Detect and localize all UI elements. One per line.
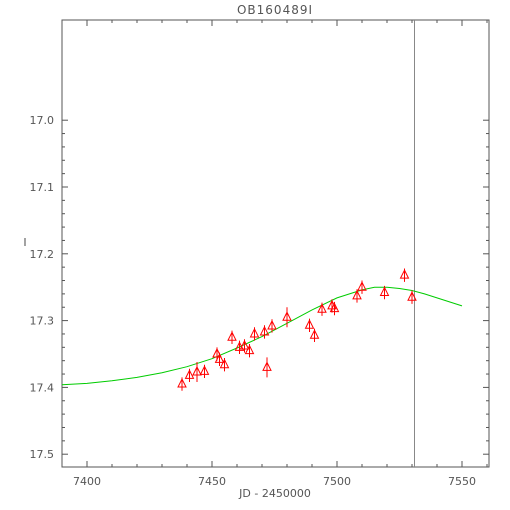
y-tick-label: 17.4 xyxy=(30,381,55,394)
y-tick-label: 17.2 xyxy=(30,248,55,261)
point-marker xyxy=(227,331,237,341)
point-marker xyxy=(357,281,367,291)
y-tick-label: 17.3 xyxy=(30,315,55,328)
data-point xyxy=(214,352,225,367)
y-axis-label: I xyxy=(23,236,26,249)
point-marker xyxy=(262,361,272,371)
data-point xyxy=(329,301,340,316)
x-tick-label: 7450 xyxy=(198,475,226,488)
point-marker xyxy=(199,365,210,375)
point-marker xyxy=(282,311,292,321)
data-point xyxy=(357,280,367,294)
data-point xyxy=(282,307,292,328)
data-point xyxy=(379,285,390,300)
point-marker xyxy=(192,365,202,376)
x-tick-label: 7500 xyxy=(323,475,351,488)
data-point xyxy=(227,330,237,344)
x-axis-ticks: 7400 7450 7500 7550 xyxy=(73,20,488,488)
chart-title: OB160489I xyxy=(237,3,313,17)
data-point xyxy=(199,364,210,379)
data-point xyxy=(192,362,202,383)
y-tick-label: 17.0 xyxy=(30,114,55,127)
point-marker xyxy=(259,325,270,336)
y-tick-label: 17.5 xyxy=(30,448,55,461)
data-point xyxy=(317,302,327,316)
data-point xyxy=(249,327,260,341)
y-tick-label: 17.1 xyxy=(30,181,55,194)
point-marker xyxy=(184,369,195,379)
point-marker xyxy=(329,302,340,313)
x-tick-label: 7550 xyxy=(448,475,476,488)
data-point xyxy=(407,290,417,304)
y-axis-ticks: 17.0 17.1 17.2 17.3 17.4 17.5 xyxy=(30,114,489,461)
data-point xyxy=(262,357,272,378)
point-marker xyxy=(309,329,320,339)
data-point xyxy=(219,358,230,372)
data-point xyxy=(239,339,250,353)
data-point xyxy=(177,377,187,391)
point-marker xyxy=(317,303,327,313)
point-marker xyxy=(249,327,260,338)
data-points xyxy=(177,268,417,391)
data-point xyxy=(244,343,255,358)
data-point xyxy=(234,340,245,354)
point-marker xyxy=(214,353,225,363)
point-marker xyxy=(267,319,277,330)
point-marker xyxy=(239,339,250,350)
data-point xyxy=(399,268,410,282)
data-point xyxy=(352,289,362,303)
model-curve xyxy=(61,286,463,386)
data-point xyxy=(267,319,277,333)
point-marker xyxy=(219,358,230,369)
data-point xyxy=(304,318,315,332)
data-point xyxy=(309,328,320,342)
x-tick-label: 7400 xyxy=(73,475,101,488)
point-marker xyxy=(244,344,255,355)
point-marker xyxy=(399,269,410,279)
point-marker xyxy=(352,289,362,300)
point-marker xyxy=(407,291,417,301)
x-axis-label: JD - 2450000 xyxy=(238,487,311,500)
point-marker xyxy=(177,377,187,388)
point-marker xyxy=(304,319,315,329)
data-point xyxy=(259,325,270,339)
plot-frame xyxy=(61,19,490,468)
data-point xyxy=(184,368,195,383)
point-marker xyxy=(379,286,390,297)
